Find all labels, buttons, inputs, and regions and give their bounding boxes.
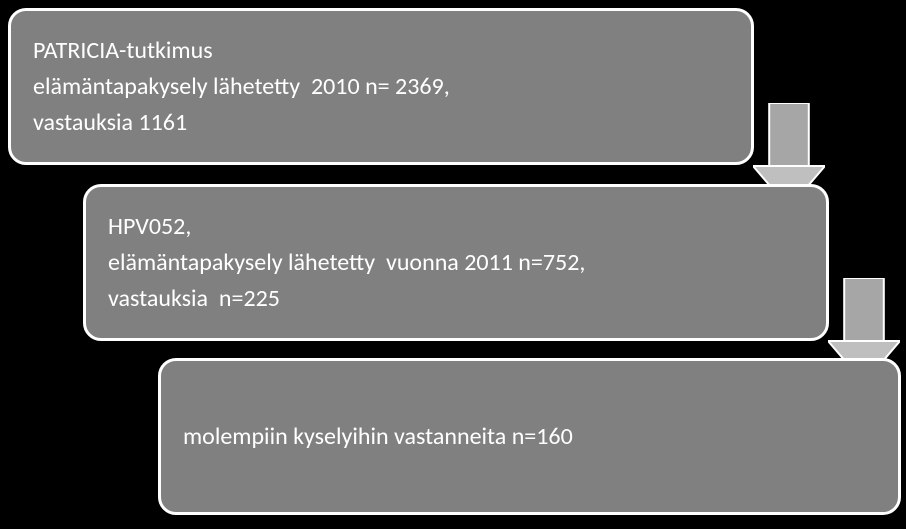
flow-box-1-line-1: PATRICIA-tutkimus — [33, 33, 729, 69]
flow-box-2: HPV052, elämäntapakysely lähetetty vuonn… — [83, 184, 829, 341]
flow-box-2-line-3: vastauksia n=225 — [108, 281, 804, 317]
flow-box-2-line-2: elämäntapakysely lähetetty vuonna 2011 n… — [108, 245, 804, 281]
flow-box-3: molempiin kyselyihin vastanneita n=160 — [158, 358, 901, 515]
flow-box-2-line-1: HPV052, — [108, 209, 804, 245]
flow-box-1: PATRICIA-tutkimus elämäntapakysely lähet… — [8, 8, 754, 165]
flow-box-3-line-2: molempiin kyselyihin vastanneita n=160 — [183, 419, 876, 455]
flow-box-1-line-2: elämäntapakysely lähetetty 2010 n= 2369,… — [33, 69, 729, 141]
